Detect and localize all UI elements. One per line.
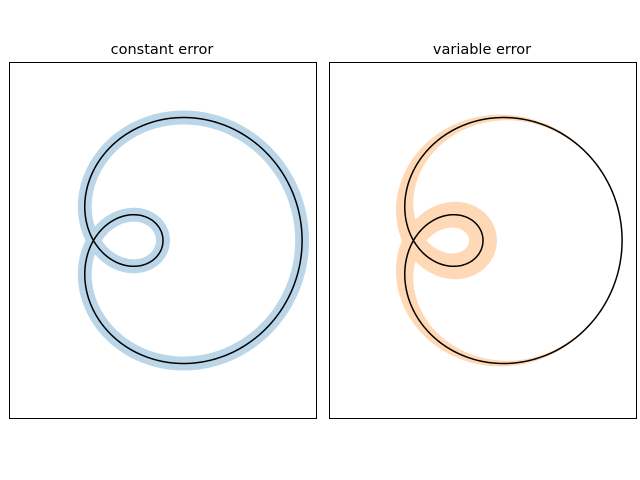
right-chart-title: variable error xyxy=(433,42,531,58)
subplot-right: variable error xyxy=(329,42,637,419)
left-plot-area xyxy=(77,110,310,371)
right-plot-area xyxy=(396,114,623,367)
right-curve-line xyxy=(404,116,623,365)
left-curve-line xyxy=(84,116,303,365)
left-axes-frame xyxy=(9,62,317,419)
subplot-left: constant error xyxy=(9,42,317,419)
right-axes-frame xyxy=(329,62,637,419)
left-chart-title: constant error xyxy=(111,42,214,58)
